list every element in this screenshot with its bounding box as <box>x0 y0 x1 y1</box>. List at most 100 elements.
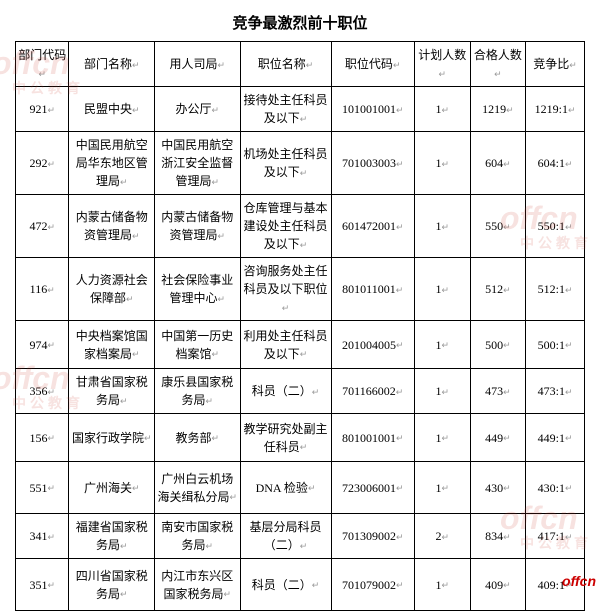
table-cell: 351 <box>16 559 69 611</box>
table-cell: 409 <box>470 559 526 611</box>
table-cell: 801001001 <box>331 414 414 462</box>
table-cell: 1 <box>414 559 470 611</box>
table-cell: 康乐县国家税务局 <box>155 369 241 414</box>
table-cell: 科员（二） <box>240 369 331 414</box>
table-cell: 101001001 <box>331 87 414 132</box>
table-cell: 四川省国家税务局 <box>69 559 155 611</box>
table-cell: 内蒙古储备物资管理局 <box>155 195 241 258</box>
table-cell: 1 <box>414 195 470 258</box>
table-cell: 723006001 <box>331 462 414 514</box>
table-cell: 机场处主任科员及以下 <box>240 132 331 195</box>
table-cell: 341 <box>16 514 69 559</box>
table-cell: 科员（二） <box>240 559 331 611</box>
table-cell: 1 <box>414 321 470 369</box>
table-row: 156国家行政学院教务部教学研究处副主任科员8010010011449449:1 <box>16 414 585 462</box>
table-cell: 中国民用航空浙江安全监督管理局 <box>155 132 241 195</box>
table-cell: 472 <box>16 195 69 258</box>
table-cell: 449 <box>470 414 526 462</box>
table-row: 116人力资源社会保障部社会保险事业管理中心咨询服务处主任科员及以下职位8010… <box>16 258 585 321</box>
table-cell: 接待处主任科员及以下 <box>240 87 331 132</box>
table-cell: 701309002 <box>331 514 414 559</box>
table-cell: 500:1 <box>526 321 585 369</box>
table-cell: 教务部 <box>155 414 241 462</box>
table-cell: 500 <box>470 321 526 369</box>
table-cell: 咨询服务处主任科员及以下职位 <box>240 258 331 321</box>
table-cell: 156 <box>16 414 69 462</box>
table-header-cell: 职位名称 <box>240 42 331 87</box>
table-header-cell: 部门名称 <box>69 42 155 87</box>
table-cell: 417:1 <box>526 514 585 559</box>
table-cell: 社会保险事业管理中心 <box>155 258 241 321</box>
table-cell: 512 <box>470 258 526 321</box>
footer-brand: offcn <box>562 573 596 589</box>
table-cell: 116 <box>16 258 69 321</box>
table-row: 974中央档案馆国家档案局中国第一历史档案馆利用处主任科员及以下20100400… <box>16 321 585 369</box>
table-header-cell: 计划人数 <box>414 42 470 87</box>
table-cell: 356 <box>16 369 69 414</box>
table-cell: 550:1 <box>526 195 585 258</box>
table-cell: 1 <box>414 132 470 195</box>
table-cell: 551 <box>16 462 69 514</box>
table-header-cell: 竞争比 <box>526 42 585 87</box>
table-cell: 550 <box>470 195 526 258</box>
table-cell: 2 <box>414 514 470 559</box>
ranking-table: 部门代码部门名称用人司局职位名称职位代码计划人数合格人数竞争比 921民盟中央办… <box>15 41 585 611</box>
table-cell: 仓库管理与基本建设处主任科员及以下 <box>240 195 331 258</box>
table-cell: 中央档案馆国家档案局 <box>69 321 155 369</box>
table-cell: 1 <box>414 258 470 321</box>
table-cell: 广州海关 <box>69 462 155 514</box>
table-cell: 921 <box>16 87 69 132</box>
table-row: 551广州海关广州白云机场海关缉私分局DNA 检验723006001143043… <box>16 462 585 514</box>
table-cell: 民盟中央 <box>69 87 155 132</box>
table-cell: 办公厅 <box>155 87 241 132</box>
table-cell: 604 <box>470 132 526 195</box>
table-row: 341福建省国家税务局南安市国家税务局基层分局科员（二）701309002283… <box>16 514 585 559</box>
table-cell: 201004005 <box>331 321 414 369</box>
table-header-cell: 部门代码 <box>16 42 69 87</box>
table-cell: 1 <box>414 462 470 514</box>
table-cell: 国家行政学院 <box>69 414 155 462</box>
table-cell: 1219:1 <box>526 87 585 132</box>
table-cell: 基层分局科员（二） <box>240 514 331 559</box>
table-cell: 430 <box>470 462 526 514</box>
table-row: 292中国民用航空局华东地区管理局中国民用航空浙江安全监督管理局机场处主任科员及… <box>16 132 585 195</box>
table-cell: 701079002 <box>331 559 414 611</box>
table-cell: 利用处主任科员及以下 <box>240 321 331 369</box>
table-cell: 1 <box>414 414 470 462</box>
table-cell: 601472001 <box>331 195 414 258</box>
table-header-cell: 职位代码 <box>331 42 414 87</box>
table-cell: 1219 <box>470 87 526 132</box>
table-cell: 701166002 <box>331 369 414 414</box>
table-cell: DNA 检验 <box>240 462 331 514</box>
table-row: 351四川省国家税务局内江市东兴区国家税务局科员（二）7010790021409… <box>16 559 585 611</box>
table-cell: 福建省国家税务局 <box>69 514 155 559</box>
table-header-cell: 用人司局 <box>155 42 241 87</box>
table-cell: 473:1 <box>526 369 585 414</box>
table-cell: 内蒙古储备物资管理局 <box>69 195 155 258</box>
table-cell: 教学研究处副主任科员 <box>240 414 331 462</box>
table-row: 921民盟中央办公厅接待处主任科员及以下101001001112191219:1 <box>16 87 585 132</box>
table-cell: 甘肃省国家税务局 <box>69 369 155 414</box>
table-cell: 449:1 <box>526 414 585 462</box>
table-cell: 604:1 <box>526 132 585 195</box>
table-cell: 292 <box>16 132 69 195</box>
table-cell: 974 <box>16 321 69 369</box>
table-cell: 801011001 <box>331 258 414 321</box>
page-title: 竞争最激烈前十职位 <box>0 0 600 41</box>
table-cell: 人力资源社会保障部 <box>69 258 155 321</box>
table-cell: 南安市国家税务局 <box>155 514 241 559</box>
table-cell: 512:1 <box>526 258 585 321</box>
table-cell: 中国第一历史档案馆 <box>155 321 241 369</box>
table-cell: 1 <box>414 87 470 132</box>
table-cell: 中国民用航空局华东地区管理局 <box>69 132 155 195</box>
table-row: 356甘肃省国家税务局康乐县国家税务局科员（二）7011660021473473… <box>16 369 585 414</box>
table-cell: 473 <box>470 369 526 414</box>
table-cell: 1 <box>414 369 470 414</box>
table-cell: 834 <box>470 514 526 559</box>
table-header-cell: 合格人数 <box>470 42 526 87</box>
table-header-row: 部门代码部门名称用人司局职位名称职位代码计划人数合格人数竞争比 <box>16 42 585 87</box>
table-cell: 广州白云机场海关缉私分局 <box>155 462 241 514</box>
table-row: 472内蒙古储备物资管理局内蒙古储备物资管理局仓库管理与基本建设处主任科员及以下… <box>16 195 585 258</box>
table-cell: 430:1 <box>526 462 585 514</box>
table-cell: 701003003 <box>331 132 414 195</box>
